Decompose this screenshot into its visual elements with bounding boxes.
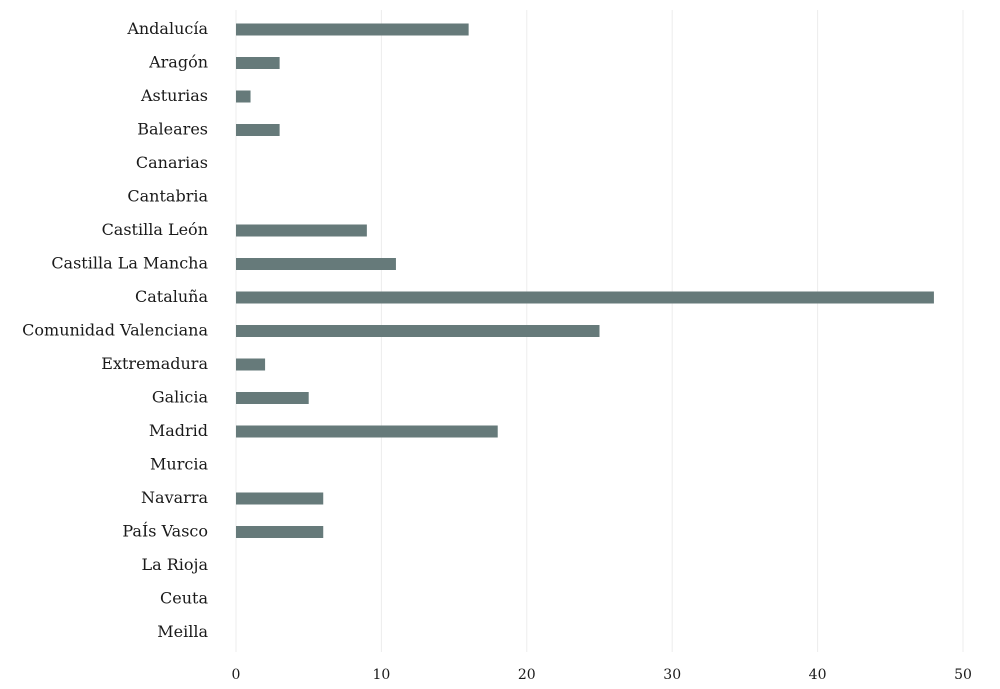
bar — [236, 492, 324, 505]
bar — [236, 526, 324, 538]
category-label: Baleares — [137, 120, 208, 139]
category-label: Castilla León — [102, 220, 208, 239]
x-tick-label: 0 — [232, 667, 241, 683]
x-tick-label: 20 — [518, 667, 536, 683]
bar — [236, 224, 367, 237]
bar — [236, 124, 280, 136]
bar — [236, 358, 266, 371]
category-label: Castilla La Mancha — [51, 254, 208, 273]
bar — [236, 291, 934, 304]
bar — [236, 57, 280, 69]
category-label: Aragón — [148, 53, 208, 72]
category-label: Cantabria — [127, 187, 208, 206]
bar — [236, 392, 309, 404]
category-label: Cataluña — [135, 287, 208, 306]
bar — [236, 325, 600, 337]
x-axis-tick-labels: 0 10 20 30 40 50 — [232, 667, 972, 683]
x-tick-label: 30 — [663, 667, 681, 683]
category-label: PaÍs Vasco — [122, 521, 208, 541]
category-label: Madrid — [149, 421, 208, 440]
category-label: Canarias — [136, 153, 208, 172]
category-label: Asturias — [140, 86, 208, 105]
bar — [236, 425, 498, 438]
bar — [236, 23, 469, 36]
category-label: Extremadura — [101, 354, 208, 373]
category-label: Navarra — [141, 488, 208, 507]
bar-layer — [236, 23, 934, 538]
category-label: Ceuta — [160, 589, 208, 608]
category-label: Murcia — [150, 455, 208, 474]
x-tick-label: 10 — [372, 667, 390, 683]
x-tick-label: 50 — [954, 667, 972, 683]
x-tick-label: 40 — [809, 667, 827, 683]
category-label: Meilla — [157, 622, 208, 641]
bar — [236, 90, 251, 103]
category-label: Comunidad Valenciana — [22, 321, 208, 340]
category-label: La Rioja — [141, 555, 208, 574]
category-label: Galicia — [152, 388, 209, 407]
category-labels: Andalucía Aragón Asturias Baleares Canarias C… — [22, 19, 208, 641]
category-label: Andalucía — [126, 19, 208, 38]
bar — [236, 258, 396, 270]
